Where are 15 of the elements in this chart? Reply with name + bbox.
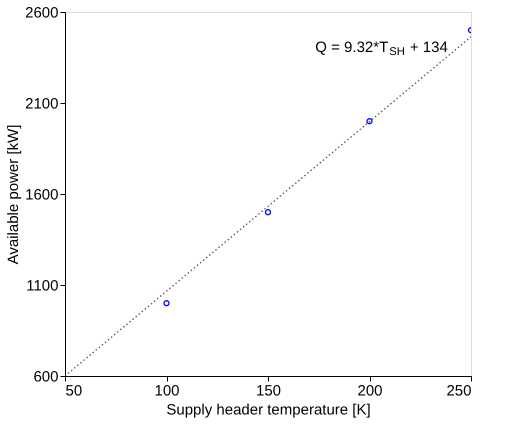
x-tick-label: 50 — [66, 382, 82, 400]
point — [264, 209, 272, 216]
x-tick-label: 200 — [357, 382, 383, 400]
y-tick-label: 1100 — [26, 278, 58, 294]
point — [366, 118, 373, 124]
y-tick-label: 2600 — [25, 4, 58, 22]
x-axis-title: Supply header temperature [K] — [166, 402, 371, 418]
x-tick-label: 250 — [446, 382, 472, 400]
y-tick-label: 600 — [33, 368, 58, 386]
point — [163, 300, 170, 306]
y-tick-label: 2100 — [25, 96, 58, 112]
y-tick-label: 1600 — [25, 186, 58, 204]
y-axis-title: Available power [kW] — [5, 124, 22, 264]
x-tick-label: 150 — [256, 382, 282, 400]
x-tick-label: 100 — [154, 382, 180, 400]
